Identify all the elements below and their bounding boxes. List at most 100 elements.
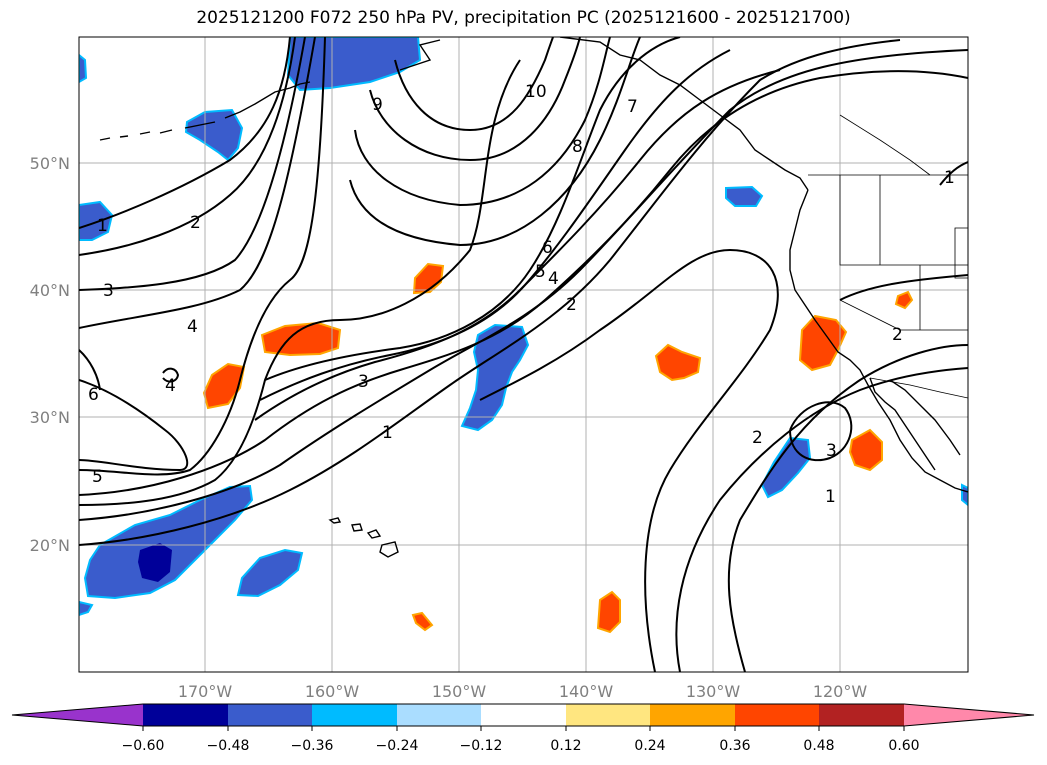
- colorbar-tick-label: 0.12: [550, 738, 581, 754]
- contour-6-mid: [264, 37, 681, 381]
- neg-anomaly-sw: [83, 484, 254, 600]
- colorbar-tick-label: −0.36: [291, 738, 334, 754]
- contour-3-mid: [79, 70, 968, 496]
- contour-3-east: [675, 367, 968, 672]
- neg-anomaly-sw-edge: [79, 600, 94, 617]
- longitude-labels: 170°W 160°W 150°W 140°W 130°W 120°W: [178, 682, 868, 701]
- map-title: 2025121200 F072 250 hPa PV, precipitatio…: [196, 8, 851, 28]
- contour-1: [79, 37, 291, 229]
- colorbar-segment: [312, 704, 397, 726]
- colorbar-extend-max: [904, 704, 1034, 726]
- gulf-california: [889, 379, 961, 456]
- colorbar-tick-label: −0.24: [376, 738, 419, 754]
- colorbar-tick-label: 0.24: [634, 738, 665, 754]
- contour-label: 3: [826, 441, 837, 461]
- colorbar-labels: −0.60 −0.48 −0.36 −0.24 −0.12 0.12 0.24 …: [122, 738, 920, 754]
- neg-strong-core: [138, 543, 172, 582]
- pos-anomaly-8: [894, 290, 914, 310]
- contour-label: 1: [825, 487, 836, 507]
- baja-california: [869, 377, 936, 471]
- map-frame: [78, 36, 969, 673]
- contour-label: 9: [372, 95, 383, 115]
- contour-label: 2: [752, 428, 763, 448]
- bc-interior: [839, 114, 931, 176]
- contour-9: [369, 37, 581, 162]
- hawaii-2: [351, 523, 363, 532]
- contour-1-ne: [939, 161, 968, 186]
- pos-anomaly-5: [798, 314, 848, 372]
- colorbar-segment: [566, 704, 650, 726]
- lat-label: 30°N: [30, 408, 70, 427]
- contour-3-loop: [789, 401, 853, 462]
- lon-label: 160°W: [305, 682, 360, 701]
- coastlines: [99, 37, 968, 558]
- contour-10: [394, 37, 554, 132]
- contour-label: 7: [627, 97, 638, 117]
- colorbar-tick-label: −0.48: [207, 738, 250, 754]
- contour-7: [349, 37, 641, 247]
- colorbar-tick-label: 0.36: [719, 738, 750, 754]
- state-line-2: [839, 299, 968, 331]
- colorbar-segment: [735, 704, 819, 726]
- colorbar-segment: [481, 704, 566, 726]
- lon-label: 120°W: [813, 682, 868, 701]
- contour-label: 5: [535, 262, 546, 282]
- pv-contours: [79, 37, 968, 672]
- pos-anomaly-4: [654, 343, 702, 382]
- colorbar-segment: [819, 704, 904, 726]
- colorbar-tick-label: −0.60: [122, 738, 165, 754]
- colorbar-tick-label: 0.48: [803, 738, 834, 754]
- neg-anomaly-nw: [184, 108, 244, 162]
- hawaii-big: [379, 541, 399, 558]
- contour-label: 6: [542, 238, 553, 258]
- neg-anomaly-westedge-top: [79, 53, 88, 84]
- lat-label: 50°N: [30, 154, 70, 173]
- west-coast-us: [789, 189, 968, 493]
- contour-label: 1: [382, 423, 393, 443]
- contour-label: 4: [187, 317, 198, 337]
- colorbar: −0.60 −0.48 −0.36 −0.24 −0.12 0.12 0.24 …: [11, 703, 1035, 754]
- colorbar-extend-min: [12, 704, 143, 726]
- pos-anomaly-9: [411, 611, 434, 632]
- neg-anomaly-ne: [725, 185, 764, 207]
- contour-inner-west: [79, 59, 521, 506]
- contour-5-mid: [259, 49, 731, 401]
- borders: [808, 114, 968, 399]
- lon-label: 130°W: [686, 682, 741, 701]
- contour-5-west: [79, 37, 326, 476]
- contour-label: 1: [944, 168, 955, 188]
- contour-label: 8: [572, 137, 583, 157]
- neg-anomaly-north: [286, 37, 422, 92]
- contour-2-ne: [839, 274, 968, 301]
- contour-2-east: [479, 248, 779, 672]
- contour-label: 3: [103, 281, 114, 301]
- colorbar-ticks: [142, 726, 905, 731]
- contour-6-west: [79, 379, 189, 472]
- colorbar-tick-label: −0.12: [460, 738, 503, 754]
- contour-label: 2: [892, 325, 903, 345]
- aleutian-islands: [99, 81, 311, 141]
- contour-4: [79, 37, 316, 329]
- neg-anomaly-coast: [961, 483, 968, 507]
- contour-label: 1: [97, 216, 108, 236]
- contour-8: [354, 37, 611, 207]
- contour-label: 2: [566, 295, 577, 315]
- colorbar-segments: [11, 703, 1035, 727]
- contour-label: 4: [165, 376, 176, 396]
- contour-1-east: [727, 344, 968, 672]
- lat-label: 20°N: [30, 536, 70, 555]
- contour-label: 3: [358, 372, 369, 392]
- colorbar-segment: [650, 704, 735, 726]
- state-line-1: [839, 175, 968, 266]
- map-area: 1 2 3 4 6 5 1 2 3 4 5 6 7 8 9 10 2 3 1 2…: [79, 37, 968, 672]
- hawaii-1: [328, 517, 342, 524]
- contour-label: 10: [525, 82, 547, 102]
- contour-3: [79, 37, 306, 291]
- neg-anomaly-south: [236, 548, 304, 598]
- hawaii-3: [366, 529, 382, 539]
- contour-label: 5: [92, 467, 103, 487]
- contour-2-south: [79, 49, 968, 521]
- contour-6-loop: [79, 349, 101, 391]
- contour-2: [79, 37, 296, 256]
- lat-label: 40°N: [30, 281, 70, 300]
